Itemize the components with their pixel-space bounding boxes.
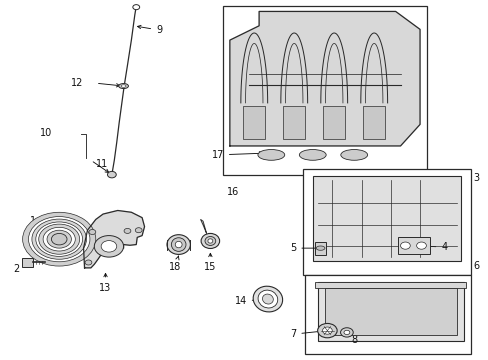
Text: 7: 7 <box>289 329 323 339</box>
Bar <box>323 107 345 139</box>
Circle shape <box>317 323 336 338</box>
Bar <box>325 288 456 335</box>
Circle shape <box>85 260 92 265</box>
Ellipse shape <box>262 294 273 304</box>
Bar <box>315 242 325 255</box>
Bar <box>166 240 190 250</box>
Text: 12: 12 <box>71 78 83 88</box>
Bar <box>283 107 305 139</box>
Text: 15: 15 <box>204 253 216 272</box>
Ellipse shape <box>171 238 185 251</box>
Text: 17: 17 <box>211 150 262 160</box>
Ellipse shape <box>175 241 182 248</box>
Polygon shape <box>83 211 144 268</box>
Ellipse shape <box>253 286 282 312</box>
Text: 6: 6 <box>473 261 479 271</box>
Text: 4: 4 <box>417 242 447 252</box>
Circle shape <box>107 171 116 178</box>
Circle shape <box>124 228 131 233</box>
Circle shape <box>32 219 86 259</box>
Text: 5: 5 <box>289 243 322 253</box>
Ellipse shape <box>257 149 284 160</box>
Bar <box>363 107 385 139</box>
Text: 1: 1 <box>30 216 65 234</box>
Circle shape <box>39 224 80 254</box>
Ellipse shape <box>166 235 190 255</box>
Bar <box>312 176 461 261</box>
Text: 2: 2 <box>14 264 26 274</box>
Circle shape <box>101 240 117 252</box>
Bar <box>222 6 427 175</box>
Ellipse shape <box>201 233 219 248</box>
Text: 8: 8 <box>347 333 357 345</box>
Bar <box>315 282 466 288</box>
Circle shape <box>322 327 331 334</box>
Text: 10: 10 <box>40 129 52 138</box>
Circle shape <box>135 228 142 233</box>
Text: 9: 9 <box>137 25 162 35</box>
Circle shape <box>43 227 75 251</box>
Circle shape <box>89 229 96 234</box>
Text: 13: 13 <box>99 274 111 293</box>
Bar <box>22 258 33 267</box>
Ellipse shape <box>119 84 128 89</box>
Circle shape <box>47 230 71 248</box>
Circle shape <box>94 235 123 257</box>
Circle shape <box>400 242 409 249</box>
Text: 11: 11 <box>96 159 108 169</box>
Circle shape <box>416 242 426 249</box>
Circle shape <box>133 5 140 10</box>
Ellipse shape <box>204 237 215 246</box>
Bar <box>397 237 429 253</box>
Circle shape <box>340 328 352 337</box>
Ellipse shape <box>258 290 277 308</box>
Text: 14: 14 <box>234 296 264 306</box>
Ellipse shape <box>121 85 126 87</box>
Bar <box>305 275 470 354</box>
Circle shape <box>22 212 96 266</box>
Bar <box>243 107 264 139</box>
Ellipse shape <box>316 246 325 250</box>
Ellipse shape <box>340 149 367 160</box>
Text: 16: 16 <box>227 187 239 197</box>
Circle shape <box>343 330 349 334</box>
Ellipse shape <box>207 239 212 243</box>
Text: 18: 18 <box>169 256 181 272</box>
Circle shape <box>51 233 67 245</box>
Bar <box>303 169 470 275</box>
Circle shape <box>36 222 82 256</box>
Circle shape <box>28 217 90 262</box>
Polygon shape <box>200 220 206 233</box>
Polygon shape <box>229 12 419 146</box>
Text: 3: 3 <box>473 173 479 183</box>
Ellipse shape <box>299 149 325 160</box>
Bar <box>317 282 463 341</box>
